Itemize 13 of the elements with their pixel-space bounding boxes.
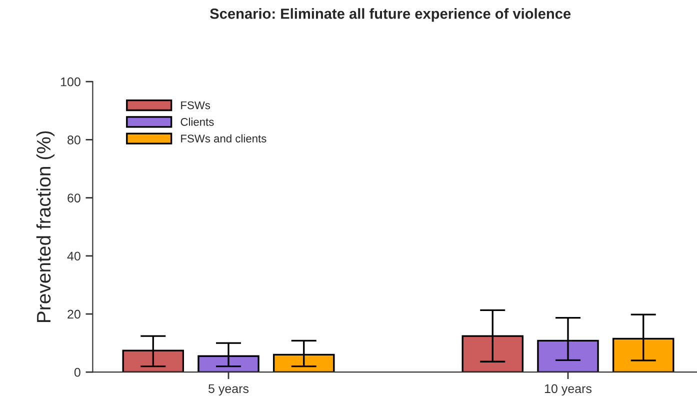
x-tick-label: 10 years <box>544 384 592 396</box>
legend-label: Clients <box>180 118 214 126</box>
y-tick-label: 0 <box>74 368 80 377</box>
y-tick-label: 60 <box>68 194 80 202</box>
x-tick-label: 5 years <box>208 384 249 396</box>
y-axis-title: Prevented fraction (%) <box>36 131 54 322</box>
chart-title: Scenario: Eliminate all future experience of violence <box>210 8 571 22</box>
y-tick-label: 40 <box>67 252 80 261</box>
y-tick-label: 100 <box>60 77 80 86</box>
y-tick-label: 20 <box>68 310 80 319</box>
legend-label: FSWs and clients <box>181 134 266 142</box>
legend-label: FSWs <box>181 101 210 110</box>
y-tick-label: 80 <box>68 136 80 144</box>
